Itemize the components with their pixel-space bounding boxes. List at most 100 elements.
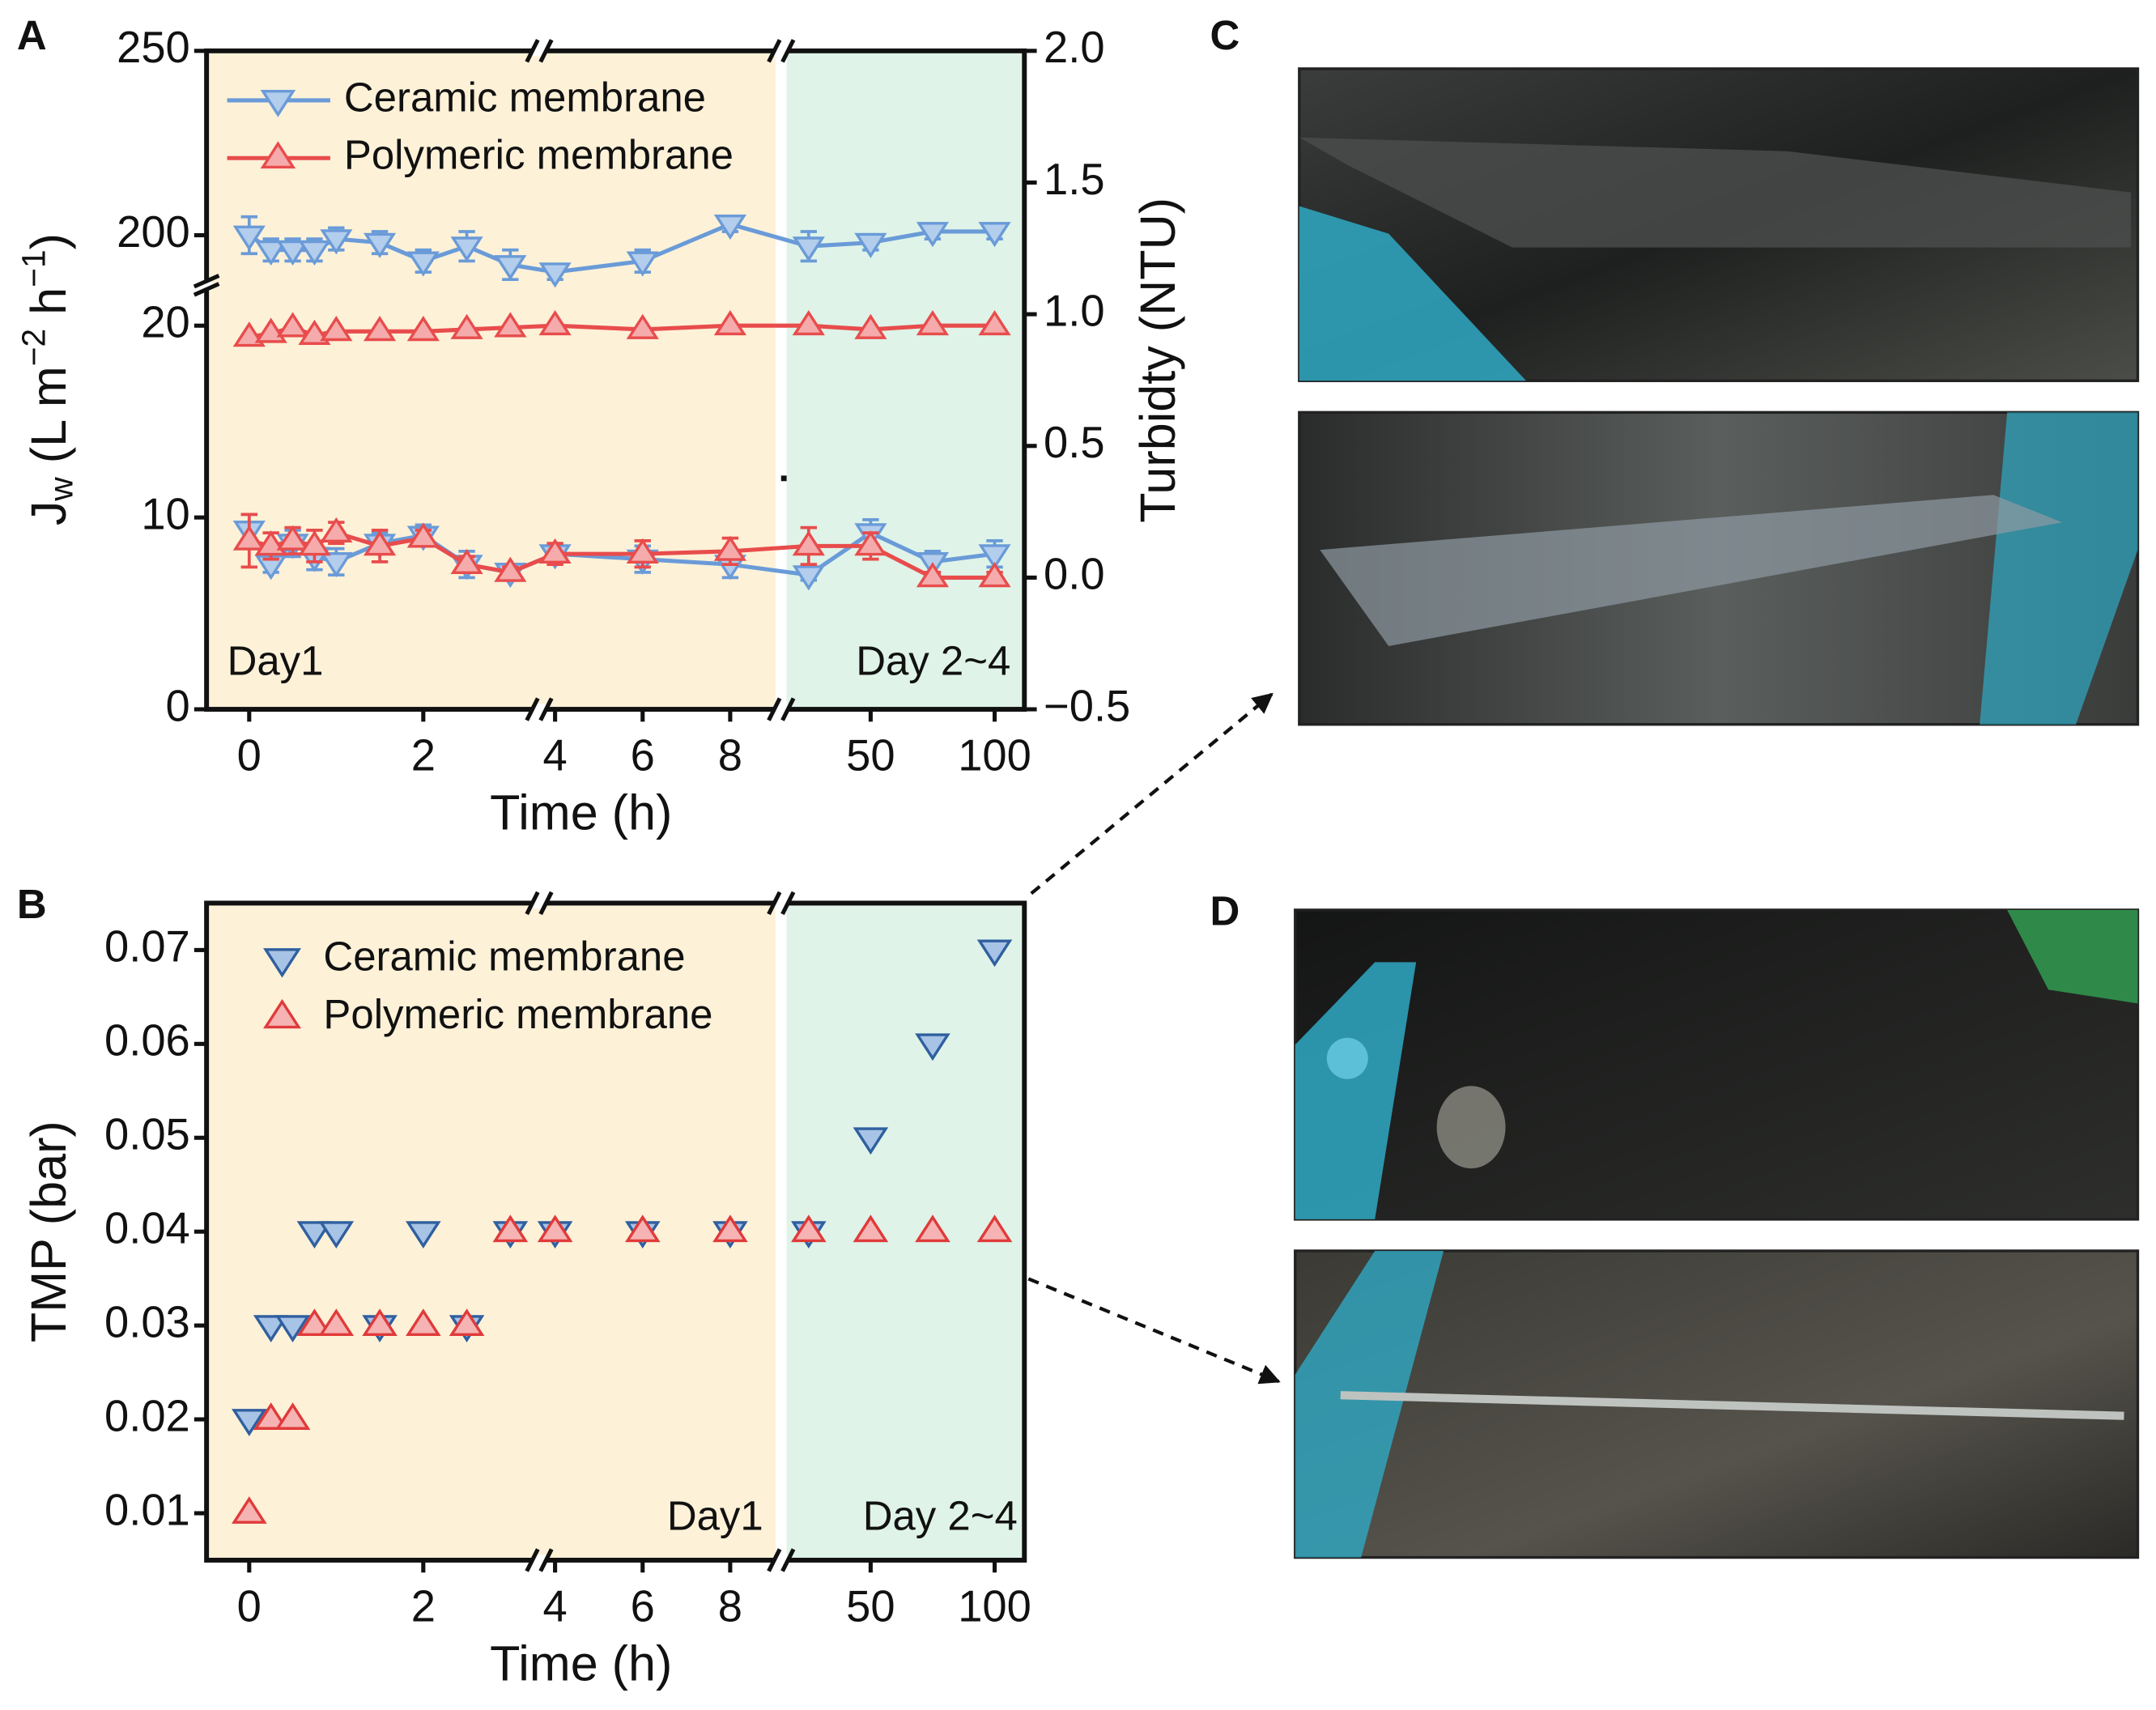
legend-label: Ceramic membrane [323, 933, 685, 979]
marker [449, 1308, 485, 1337]
marker [537, 1214, 573, 1243]
y2-tick-label: 0.5 [1044, 418, 1105, 467]
panel-label: D [1210, 887, 1240, 934]
marker [916, 309, 950, 336]
marker [320, 316, 353, 342]
marker [232, 225, 266, 251]
series-line [248, 222, 995, 274]
marker [854, 530, 887, 556]
x-axis-label: Time (h) [490, 785, 672, 840]
marker [362, 1308, 398, 1337]
marker [232, 1409, 267, 1436]
panel-label: A [17, 12, 47, 58]
marker [712, 1214, 748, 1243]
y-axis-label-part: J [21, 501, 76, 526]
y-tick-label: 0.04 [104, 1204, 190, 1253]
photo-d-bottom [1294, 1249, 2140, 1559]
marker [494, 312, 527, 338]
marker [320, 551, 353, 578]
marker [713, 309, 746, 336]
legend-marker [263, 948, 301, 978]
marker [318, 1308, 355, 1337]
marker [232, 1496, 267, 1524]
y-axis-label-part: ) [21, 233, 76, 249]
marker [494, 255, 527, 281]
marker [626, 251, 659, 277]
marker [626, 538, 659, 564]
marker [296, 1308, 333, 1337]
x-tick-label: 100 [958, 731, 1031, 781]
x-axis-label: Time (h) [490, 1636, 672, 1691]
y2-tick-label: 1.0 [1044, 286, 1105, 335]
marker [232, 525, 266, 551]
marker [450, 548, 483, 575]
marker [978, 222, 1011, 248]
panel-label: B [17, 881, 47, 927]
x-tick-label: 2 [411, 1581, 436, 1631]
legend-marker [260, 141, 296, 169]
plot-frame [204, 48, 1027, 712]
axis-break [525, 697, 554, 721]
marker [274, 1402, 311, 1430]
photo-c-top [1298, 67, 2140, 382]
y-axis-label: Jw (L m−2 h−1) [15, 233, 79, 525]
marker [254, 240, 287, 266]
y-axis-label-part: −1 [15, 249, 52, 287]
marker [976, 939, 1013, 968]
panel-label: C [1210, 12, 1240, 58]
y2-tick-label: 1.5 [1044, 155, 1105, 204]
marker [320, 229, 353, 255]
marker [538, 538, 572, 564]
marker [494, 556, 527, 582]
marker [406, 1308, 441, 1337]
axis-break [767, 891, 796, 916]
marker [792, 565, 825, 591]
legend-marker [263, 998, 301, 1029]
x-tick-label: 6 [631, 731, 655, 781]
x-tick-label: 0 [237, 1581, 262, 1631]
annotation: Day 2~4 [856, 637, 1010, 683]
marker [276, 312, 309, 338]
y-axis-label: TMP (bar) [21, 1121, 76, 1342]
y-tick-label: 0.02 [104, 1391, 190, 1440]
marker [713, 214, 746, 240]
marker [853, 1214, 889, 1243]
annotation: Day1 [667, 1492, 763, 1538]
marker [298, 530, 331, 556]
x-tick-label: 100 [958, 1581, 1031, 1631]
shade-region [206, 903, 776, 1560]
y-tick-label: 0.05 [104, 1110, 190, 1159]
marker [450, 236, 483, 262]
axis-break [767, 1548, 796, 1572]
marker [915, 1214, 950, 1243]
axis-break [767, 697, 796, 721]
y-tick-label: 0.07 [104, 922, 190, 972]
y-axis-label-part: (L m [21, 366, 76, 477]
marker [492, 1214, 529, 1243]
x-tick-label: 50 [846, 731, 895, 781]
marker [232, 321, 266, 347]
marker [792, 236, 825, 262]
marker [296, 1221, 333, 1249]
y-tick-label: 0.01 [104, 1485, 190, 1534]
shade-region [786, 50, 1025, 710]
marker [298, 319, 331, 345]
marker [626, 313, 659, 339]
marker [363, 530, 397, 556]
y2-tick-label: −0.5 [1044, 681, 1130, 730]
annotation: Day 2~4 [863, 1492, 1018, 1538]
y-tick-label: 0.06 [104, 1016, 190, 1066]
marker [274, 1315, 311, 1342]
marker [363, 232, 397, 258]
axis-break [525, 891, 554, 916]
y-axis-label-part: TMP (bar) [21, 1121, 76, 1342]
legend-label: Polymeric membrane [323, 991, 712, 1037]
marker [538, 309, 572, 336]
marker [791, 1214, 827, 1243]
axis-break [525, 39, 554, 63]
marker [792, 530, 825, 556]
y2-axis-label: Turbidty (NTU) [1130, 198, 1185, 523]
shade-region [206, 50, 776, 710]
marker [792, 309, 825, 336]
